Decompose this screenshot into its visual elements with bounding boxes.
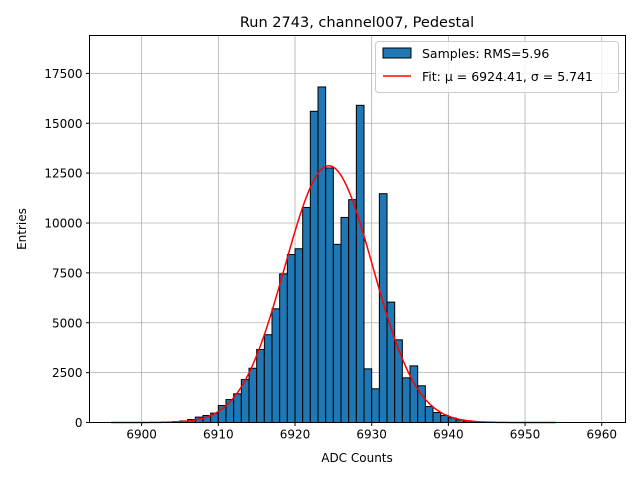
y-tick-label: 12500 [44, 167, 82, 181]
histogram-bar [409, 365, 419, 424]
histogram-bar [401, 377, 411, 423]
y-tick-label: 0 [75, 416, 83, 430]
x-tick-label: 6960 [586, 428, 617, 442]
legend-swatch-samples [382, 47, 412, 59]
legend-label-fit: Fit: μ = 6924.41, σ = 5.741 [422, 69, 593, 84]
histogram-bar [248, 367, 258, 423]
legend-box [375, 41, 619, 93]
histogram-bar [263, 334, 273, 423]
plot-frame [89, 35, 626, 423]
histogram-bar [424, 406, 434, 423]
y-tick-label: 7500 [52, 266, 83, 280]
histogram-bar [340, 216, 350, 423]
x-tick-label: 6950 [510, 428, 541, 442]
y-tick-label: 5000 [52, 316, 83, 330]
y-tick-label: 10000 [44, 217, 82, 231]
x-tick-label: 6910 [203, 428, 234, 442]
histogram-bar [363, 368, 373, 423]
y-tick-label: 17500 [44, 67, 82, 81]
histogram-bar [371, 388, 380, 423]
x-axis-ticks: 6900 6910 6920 6930 6940 6950 6960 [126, 422, 617, 442]
histogram-bar [317, 86, 327, 423]
histogram-bar [309, 110, 319, 423]
histogram-bar [302, 206, 311, 423]
legend-label-samples: Samples: RMS=5.96 [422, 46, 549, 61]
histogram-bar [348, 199, 357, 423]
histogram-bar [378, 193, 388, 423]
histogram-bar [432, 412, 442, 424]
y-axis-ticks: 0 2500 5000 7500 10000 12500 15000 17500 [44, 67, 90, 430]
fit-curve [110, 165, 556, 424]
legend: Samples: RMS=5.96 Fit: μ = 6924.41, σ = … [375, 41, 619, 93]
histogram-bar [256, 348, 265, 423]
histogram-bar [440, 415, 449, 423]
x-tick-label: 6930 [356, 428, 387, 442]
y-axis-label: Entries [15, 208, 29, 250]
histogram-bars [164, 86, 488, 424]
histogram-bar [325, 167, 334, 423]
histogram-bar [286, 254, 296, 423]
histogram-bar [332, 243, 342, 423]
x-tick-label: 6940 [433, 428, 464, 442]
histogram-bar [355, 104, 365, 424]
histogram-bar [394, 339, 403, 423]
x-axis-label: ADC Counts [321, 451, 393, 465]
histogram-bar [271, 308, 281, 424]
x-tick-label: 6900 [126, 428, 157, 442]
histogram-bar [233, 393, 242, 424]
y-tick-label: 15000 [44, 117, 82, 131]
chart-title: Run 2743, channel007, Pedestal [240, 15, 474, 31]
histogram-bar [279, 273, 288, 424]
histogram-bar [294, 248, 304, 423]
x-tick-label: 6920 [280, 428, 311, 442]
y-tick-label: 2500 [52, 366, 83, 380]
